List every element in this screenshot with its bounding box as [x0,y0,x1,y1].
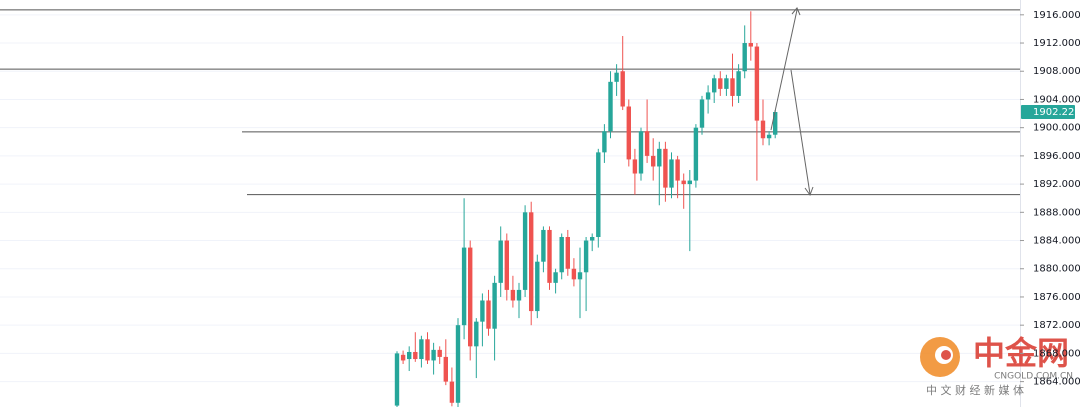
arrow-head [804,186,814,197]
y-tick-label: 1868.000 [1033,348,1080,359]
candle-body [596,152,601,238]
candle-body [455,325,461,403]
candle-body [504,240,509,290]
candle-body [565,237,570,269]
y-tick-label: 1916.000 [1033,10,1080,21]
candle-body [608,81,613,132]
candle-body [449,381,455,403]
candle-body [492,282,497,329]
candle-body [400,354,406,361]
y-tick-label: 1872.000 [1033,320,1080,331]
candle-body [583,240,589,273]
candle-body [718,78,723,89]
candle-body [705,92,711,100]
levels [0,9,1020,196]
candle-body [535,261,540,312]
candle-body [693,127,699,181]
candle-body [773,112,778,135]
candle-body [669,159,674,188]
arrow-up [770,9,798,131]
grid [0,14,1020,383]
candle-body [602,131,607,153]
candle-body [553,272,558,283]
candle-body [742,43,747,72]
candle-body [638,131,644,174]
candle-body [577,272,583,280]
y-tick-label: 1904.000 [1033,94,1080,105]
y-tick-label: 1876.000 [1033,292,1080,303]
candle-body [760,120,766,139]
candle-body [547,229,552,283]
y-tick-label: 1880.000 [1033,264,1080,275]
candle-body [590,237,595,241]
candle-body [474,321,479,347]
candle-body [394,353,400,406]
candle-body [486,300,491,329]
watermark-slogan: 中 文 财 经 新 媒 体 [926,383,1024,397]
arrows [770,7,814,197]
candle-body [541,229,546,262]
candle-body [736,71,741,96]
y-tick-label: 1912.000 [1033,38,1080,49]
candle-body [632,159,638,174]
candle-body [681,180,686,185]
y-tick-label: 1864.000 [1033,377,1080,388]
logo-dot [941,350,951,360]
candle-body [571,268,577,280]
candle-body [724,78,729,89]
candle-body [443,356,448,382]
y-tick-label: 1892.000 [1033,179,1080,190]
candle-body [754,46,760,121]
candle-body [748,43,753,47]
candle-body [766,134,772,139]
candle-body [437,349,442,357]
candle-body [407,351,412,360]
candle-body [651,155,656,167]
candle-body [529,212,534,312]
candle-body [657,148,662,167]
candle-body [425,339,430,361]
candle-body [620,71,625,107]
candle-body [614,72,619,82]
y-tick-label: 1900.000 [1033,123,1080,134]
arrow-down [790,69,811,195]
candle-body [644,131,650,156]
candle-body [712,78,717,93]
candle-body [626,106,631,160]
current-price-label: 1902.220 [1033,107,1080,118]
arrow-head [791,7,801,16]
candle-body [516,289,522,301]
candle-body [675,159,680,181]
y-tick-label: 1884.000 [1033,236,1080,247]
candles [394,11,778,407]
y-tick-label: 1888.000 [1033,207,1080,218]
candle-body [480,300,485,322]
y-tick-label: 1908.000 [1033,66,1080,77]
watermark-site: CNGOLD.COM.CN [994,372,1073,382]
candle-body [522,212,528,290]
price-axis: 1864.000 1868.000 1872.000 1876.000 1880.000… [1020,10,1080,388]
candle-body [730,78,735,96]
candle-body [663,148,668,188]
candle-body [498,240,503,283]
candle-body [419,339,424,360]
y-tick-label: 1896.000 [1033,151,1080,162]
candle-body [413,351,418,360]
candle-body [468,247,473,347]
current-price-box [1021,105,1075,120]
candle-body [461,247,467,326]
candle-body [699,99,705,128]
candle-body [687,180,692,185]
candle-body [431,349,436,361]
candle-body [510,289,516,301]
candle-body [559,237,564,273]
